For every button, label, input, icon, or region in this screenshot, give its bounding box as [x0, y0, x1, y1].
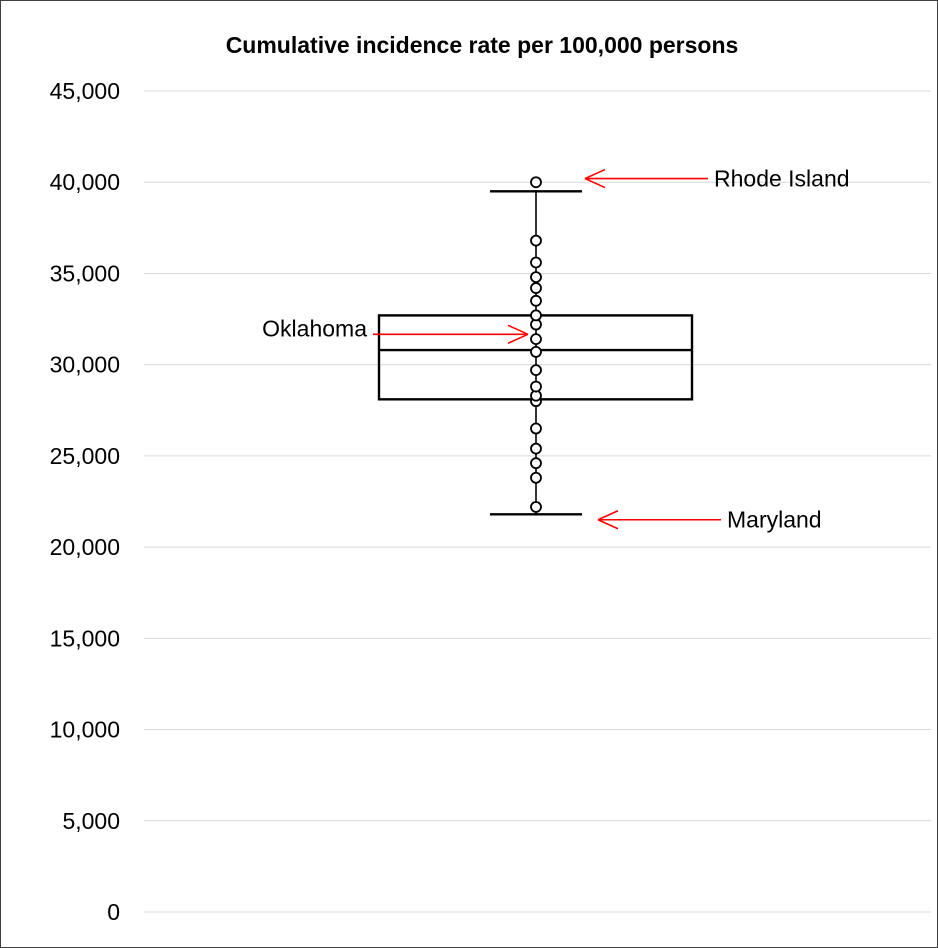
annotation-label: Oklahoma — [262, 315, 367, 341]
annotation-arrow-head — [597, 510, 619, 521]
data-point — [530, 457, 542, 470]
annotation-label: Maryland — [727, 507, 822, 533]
data-point — [530, 345, 542, 358]
y-tick-label: 25,000 — [50, 443, 120, 469]
data-point — [530, 501, 542, 513]
data-point — [530, 442, 542, 455]
data-point — [530, 380, 542, 393]
data-point — [530, 309, 542, 322]
annotation-arrow-head — [584, 168, 606, 180]
annotation-arrow-head — [507, 324, 529, 336]
data-point — [530, 333, 542, 346]
y-tick-label: 45,000 — [50, 78, 120, 104]
y-tick-label: 40,000 — [50, 169, 120, 195]
data-point — [530, 471, 542, 484]
annotation-arrow-head — [597, 519, 619, 530]
annotation-label: Rhode Island — [714, 166, 850, 192]
data-point — [530, 234, 542, 247]
annotation-arrow-head — [507, 333, 529, 345]
data-point — [530, 364, 542, 377]
data-point — [530, 294, 542, 307]
y-tick-label: 35,000 — [50, 260, 120, 286]
data-point — [530, 256, 542, 269]
annotation-arrow-head — [584, 177, 606, 189]
chart-title: Cumulative incidence rate per 100,000 pe… — [226, 32, 739, 58]
y-tick-label: 20,000 — [50, 534, 120, 560]
data-point — [530, 422, 542, 435]
data-point — [530, 176, 542, 189]
y-tick-label: 0 — [107, 899, 120, 925]
y-tick-label: 10,000 — [50, 717, 120, 743]
data-point — [530, 271, 542, 283]
data-point — [530, 282, 542, 294]
y-tick-label: 15,000 — [50, 625, 120, 651]
y-tick-label: 30,000 — [50, 352, 120, 378]
y-tick-label: 5,000 — [62, 808, 120, 834]
